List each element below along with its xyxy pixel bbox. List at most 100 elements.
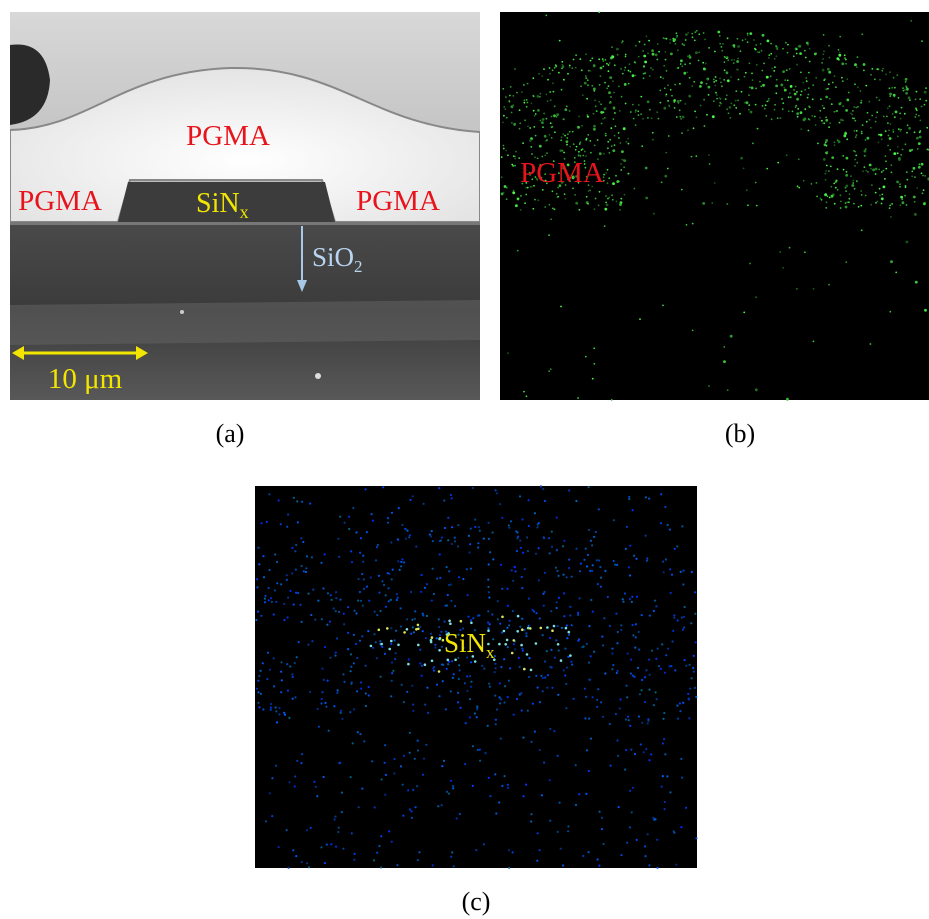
speckle	[372, 647, 374, 649]
speckle	[271, 601, 273, 603]
speckle	[764, 108, 766, 110]
speckle	[609, 139, 611, 141]
speckle	[528, 676, 530, 678]
speckle	[647, 52, 649, 54]
speckle	[838, 49, 840, 51]
speckle	[577, 126, 580, 129]
speckle	[761, 50, 763, 52]
speckle	[581, 69, 583, 71]
speckle	[602, 644, 604, 646]
speckle	[494, 695, 496, 697]
speckle	[295, 592, 297, 594]
speckle	[621, 159, 623, 161]
speckle	[661, 181, 663, 183]
speckle	[529, 627, 532, 630]
speckle	[899, 183, 901, 185]
speckle	[834, 144, 836, 146]
speckle	[295, 569, 297, 571]
speckle	[547, 674, 549, 676]
speckle	[857, 106, 859, 108]
speckle	[615, 175, 617, 177]
speckle	[563, 79, 565, 81]
speckle	[594, 145, 596, 147]
speckle	[889, 93, 892, 96]
speckle	[845, 59, 847, 61]
speckle	[280, 671, 282, 673]
speckle	[645, 748, 647, 750]
speckle	[715, 80, 717, 82]
speckle	[499, 702, 501, 704]
speckle	[926, 127, 928, 129]
speckle	[845, 132, 847, 134]
speckle	[405, 538, 407, 540]
speckle	[603, 617, 605, 619]
speckle	[566, 106, 568, 108]
speckle	[900, 118, 902, 120]
speckle	[889, 71, 891, 73]
speckle	[893, 131, 895, 133]
speckle	[343, 681, 345, 683]
speckle	[268, 599, 270, 601]
speckle	[526, 395, 528, 397]
caption: (c)	[462, 887, 491, 916]
speckle	[680, 63, 682, 65]
speckle	[423, 503, 425, 505]
speckle	[542, 690, 544, 692]
speckle	[363, 740, 365, 742]
speckle	[616, 642, 618, 644]
speckle	[629, 790, 631, 792]
speckle	[436, 684, 438, 686]
speckle	[598, 11, 600, 13]
speckle	[625, 548, 627, 550]
speckle	[604, 672, 606, 674]
speckle	[558, 597, 560, 599]
speckle	[504, 685, 506, 687]
speckle	[609, 152, 611, 154]
speckle	[846, 78, 848, 80]
speckle	[629, 725, 631, 727]
speckle	[371, 760, 373, 762]
speckle	[425, 637, 427, 639]
speckle	[489, 795, 491, 797]
speckle	[652, 132, 654, 134]
speckle	[600, 67, 603, 70]
speckle	[450, 600, 452, 602]
speckle	[789, 68, 791, 70]
speckle	[580, 563, 582, 565]
speckle	[422, 630, 424, 632]
speckle	[258, 675, 260, 677]
speckle	[723, 346, 725, 348]
speckle	[271, 777, 273, 779]
speckle	[782, 108, 784, 110]
speckle	[780, 84, 783, 87]
speckle	[842, 80, 844, 82]
speckle	[513, 190, 515, 192]
speckle	[652, 139, 654, 141]
speckle	[509, 101, 511, 103]
speckle	[676, 116, 678, 118]
speckle	[904, 195, 906, 197]
speckle	[501, 517, 503, 519]
speckle	[349, 711, 351, 713]
speckle	[616, 564, 618, 566]
speckle	[537, 199, 539, 201]
speckle	[359, 591, 361, 593]
speckle	[533, 126, 535, 128]
speckle	[741, 91, 743, 93]
speckle	[567, 73, 569, 75]
speckle	[645, 167, 648, 170]
speckle	[724, 56, 726, 58]
speckle	[489, 551, 491, 553]
speckle	[800, 72, 802, 74]
speckle	[645, 197, 648, 200]
speckle	[329, 657, 331, 659]
speckle	[523, 795, 525, 797]
speckle	[378, 575, 380, 577]
speckle	[418, 851, 420, 853]
speckle	[534, 199, 536, 201]
speckle	[496, 708, 498, 710]
speckle	[628, 70, 630, 72]
speckle	[755, 88, 757, 90]
speckle	[879, 195, 881, 197]
speckle	[577, 614, 579, 616]
